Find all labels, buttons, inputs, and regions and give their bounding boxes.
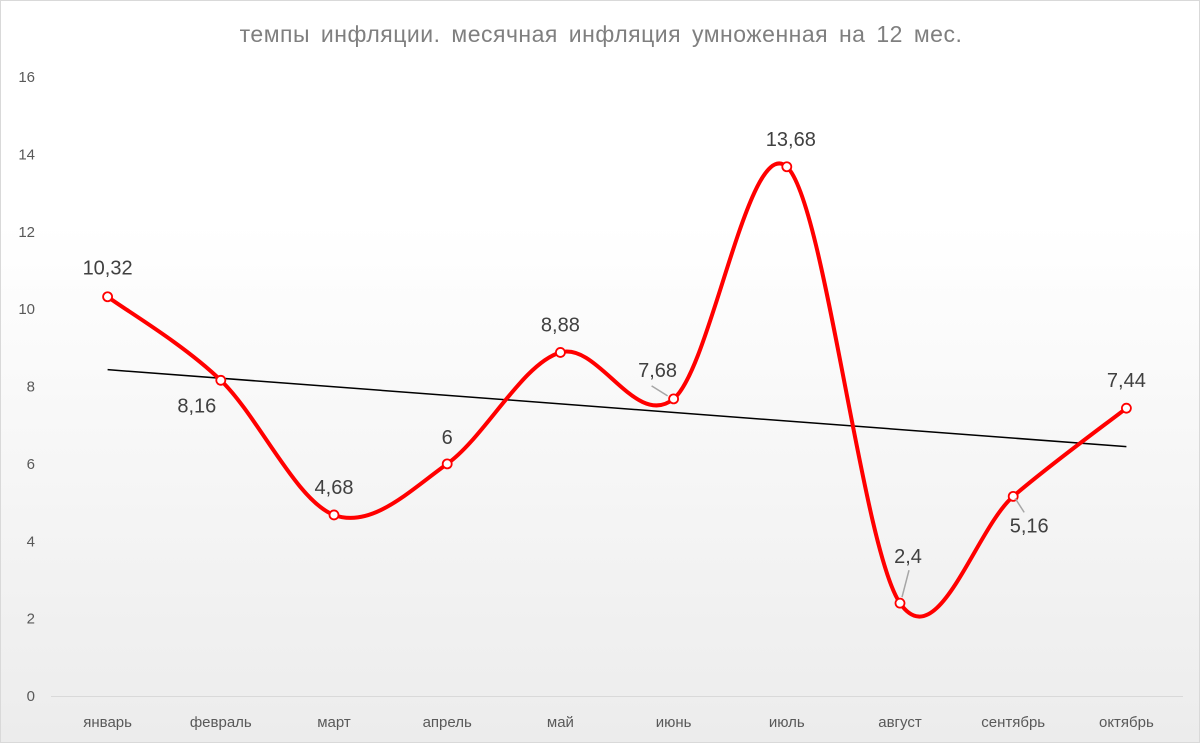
y-tick-label: 16: [18, 69, 35, 86]
data-label: 6: [442, 427, 453, 449]
chart-title: темпы инфляции. месячная инфляция умноже…: [239, 21, 963, 47]
y-tick-label: 4: [27, 533, 35, 550]
x-tick-label: октябрь: [1099, 714, 1154, 731]
x-tick-label: май: [547, 714, 574, 731]
x-tick-label: февраль: [190, 714, 252, 731]
y-tick-label: 14: [18, 146, 35, 163]
trendline: [107, 368, 1127, 448]
data-label: 8,16: [177, 395, 216, 417]
data-point: [328, 509, 340, 521]
x-tick-label: июль: [769, 714, 805, 731]
y-tick-label: 10: [18, 301, 35, 318]
data-label-leader: [651, 385, 668, 397]
y-tick-label: 0: [27, 688, 35, 705]
x-tick-label: сентябрь: [981, 714, 1045, 731]
data-point: [894, 597, 906, 609]
y-tick-label: 2: [27, 611, 35, 628]
x-tick-label: август: [878, 714, 922, 731]
data-point: [668, 393, 679, 405]
data-label: 10,32: [83, 258, 133, 280]
y-tick-label: 12: [18, 224, 35, 241]
data-point: [781, 161, 793, 173]
y-tick-label: 6: [27, 456, 35, 473]
data-label: 7,44: [1107, 370, 1146, 392]
data-point: [215, 374, 227, 386]
data-point: [1121, 402, 1132, 414]
data-label: 2,4: [894, 546, 922, 568]
data-point: [102, 291, 113, 303]
data-label-leader: [1014, 497, 1025, 513]
x-tick-label: июнь: [656, 714, 692, 731]
x-tick-label: январь: [83, 714, 132, 731]
data-label: 7,68: [638, 360, 677, 382]
data-label-leader: [901, 569, 910, 598]
x-tick-label: апрель: [423, 714, 472, 731]
data-label: 4,68: [315, 477, 354, 499]
x-tick-label: март: [317, 714, 351, 731]
series-line: [105, 161, 1129, 619]
data-label: 5,16: [1010, 515, 1049, 537]
data-label: 13,68: [766, 129, 816, 151]
y-tick-label: 8: [27, 379, 35, 396]
data-point: [555, 347, 566, 358]
data-point: [441, 458, 453, 470]
data-label: 8,88: [541, 314, 580, 336]
